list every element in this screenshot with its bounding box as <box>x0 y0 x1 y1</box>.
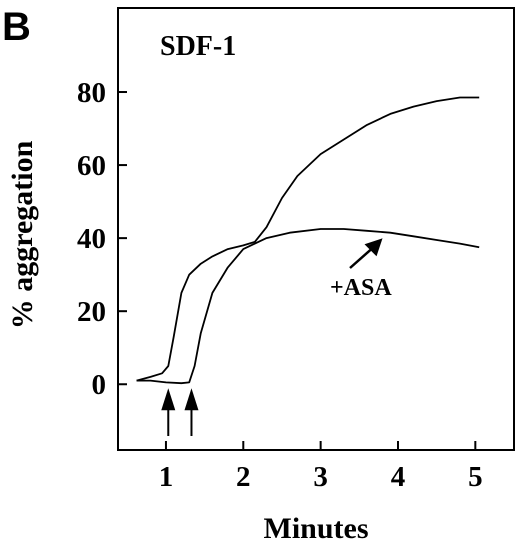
x-tick-label: 1 <box>159 461 174 493</box>
chart-title: SDF-1 <box>160 31 236 62</box>
y-tick-label: 60 <box>77 150 106 182</box>
y-tick-label: 80 <box>77 77 106 109</box>
series-line-2 <box>136 228 480 385</box>
y-axis: 0 20 40 60 80 <box>77 77 127 401</box>
x-tick-label: 4 <box>391 461 406 493</box>
stimulus-arrow <box>184 388 199 436</box>
x-tick-label: 5 <box>468 461 483 493</box>
y-axis-label: % aggregation <box>6 140 39 329</box>
series-layer <box>136 96 480 385</box>
annotation-label: +ASA <box>330 275 392 301</box>
annotation-arrowhead <box>364 238 383 257</box>
y-tick-label: 0 <box>92 369 107 401</box>
stimulus-arrows <box>161 388 199 436</box>
x-axis: 1 2 3 4 5 <box>159 441 483 493</box>
y-tick-label: 40 <box>77 223 106 255</box>
stimulus-arrow <box>161 388 176 436</box>
plot-frame <box>117 7 515 451</box>
x-tick-label: 3 <box>313 461 328 493</box>
y-tick-label: 20 <box>77 296 106 328</box>
annotations: +ASA <box>330 238 392 301</box>
panel-label: B <box>2 5 31 49</box>
x-tick-label: 2 <box>236 461 251 493</box>
x-axis-label: Minutes <box>264 512 369 545</box>
series-line-1 <box>136 96 480 382</box>
